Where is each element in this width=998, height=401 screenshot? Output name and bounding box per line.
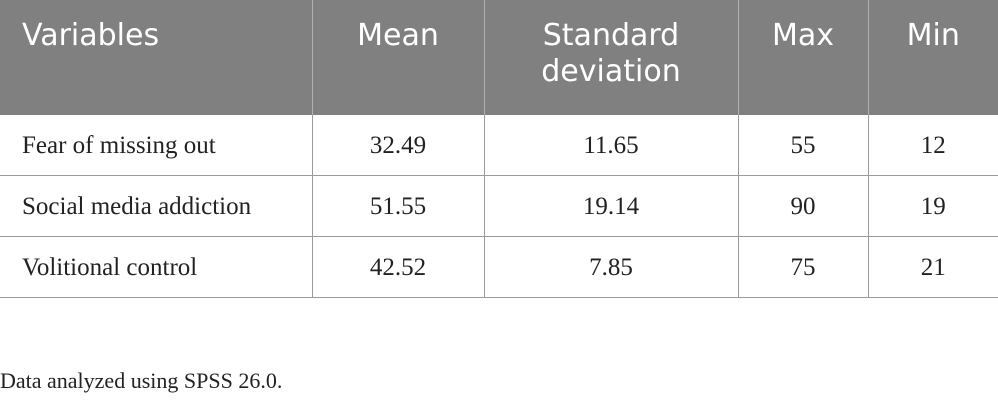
table-cell: Volitional control [0, 236, 313, 298]
table-cell: 11.65 [483, 115, 739, 176]
table-cell: 32.49 [311, 115, 485, 176]
table-cell: 55 [737, 115, 869, 176]
table-cell: Fear of missing out [0, 115, 313, 176]
header-cell: Variables [0, 0, 313, 115]
table-cell: 12 [867, 115, 998, 176]
table-cell: 21 [867, 236, 998, 298]
table-body: Fear of missing out 32.49 11.65 55 12 Social … [0, 115, 998, 298]
table-row: Fear of missing out 32.49 11.65 55 12 [0, 115, 998, 176]
footnote: Data analyzed using SPSS 26.0. [0, 368, 283, 393]
table-cell: 75 [737, 236, 869, 298]
data-table: Variables Mean Standard deviation Max Mi… [0, 0, 998, 298]
table-cell: 42.52 [311, 236, 485, 298]
header-cell: Min [868, 0, 998, 115]
table-cell: Social media addiction [0, 175, 313, 237]
table-row: Social media addiction 51.55 19.14 90 19 [0, 175, 998, 237]
table-cell: 51.55 [311, 175, 485, 237]
table-cell: 7.85 [483, 236, 739, 298]
header-row: Variables Mean Standard deviation Max Mi… [0, 0, 998, 115]
table-cell: 19.14 [483, 175, 739, 237]
header-cell: Mean [312, 0, 485, 115]
table-cell: 90 [737, 175, 869, 237]
header-cell: Max [738, 0, 869, 115]
table-row: Volitional control 42.52 7.85 75 21 [0, 236, 998, 298]
table-cell: 19 [867, 175, 998, 237]
header-cell: Standard deviation [484, 0, 739, 115]
